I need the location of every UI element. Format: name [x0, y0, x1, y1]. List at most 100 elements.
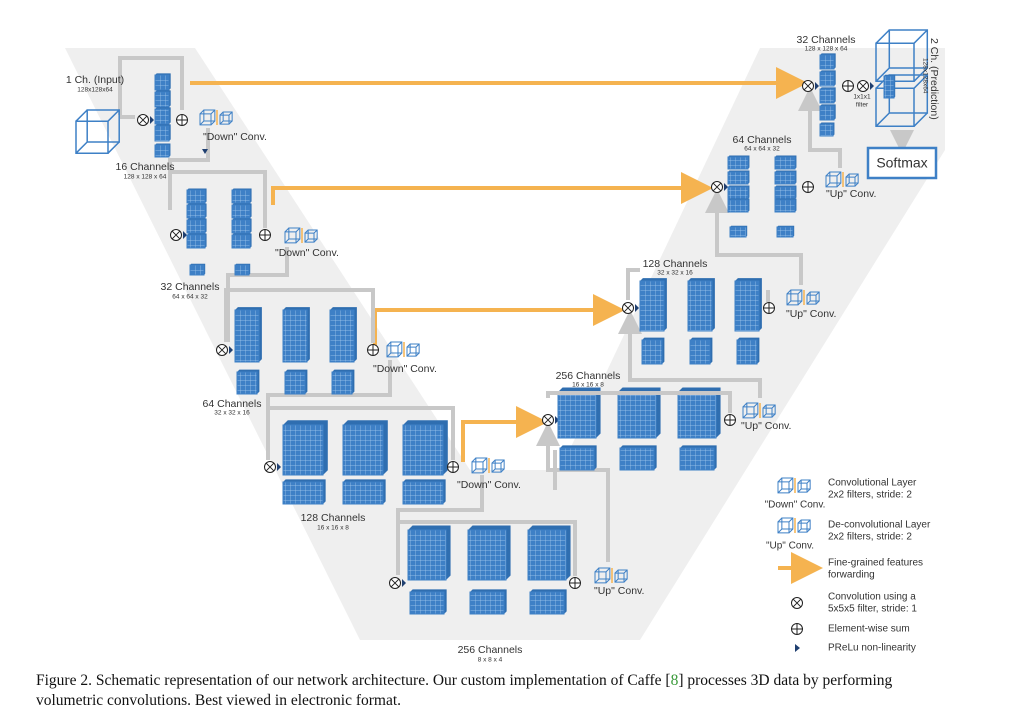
- block: [619, 447, 655, 471]
- skip-arrow: [271, 172, 713, 205]
- connector: [546, 391, 732, 413]
- legend-text: forwarding: [828, 570, 875, 581]
- conv-op: [623, 303, 633, 313]
- conv-op: [803, 81, 813, 91]
- channels: 128 Channels: [301, 512, 366, 524]
- block: [819, 88, 835, 104]
- block: [231, 189, 251, 204]
- cube-icon: [75, 109, 120, 154]
- cube-icon: [406, 343, 420, 357]
- legend-text: De-convolutional Layer: [828, 520, 931, 531]
- size: 8 x 8 x 4: [478, 657, 503, 664]
- block: [282, 424, 324, 476]
- legend-prelu: [795, 644, 800, 652]
- block: [819, 54, 835, 70]
- block: [819, 105, 835, 121]
- block: [409, 591, 445, 615]
- caption-ref[interactable]: 8: [671, 672, 679, 689]
- block: [234, 264, 250, 276]
- connector: [626, 268, 640, 300]
- block: [774, 171, 796, 185]
- cube-icon: [777, 517, 794, 534]
- op-label: "Up" Conv.: [741, 420, 791, 432]
- size: 32 x 32 x 16: [214, 410, 250, 417]
- size: 16 x 16 x 8: [317, 525, 349, 532]
- cube-icon: [284, 227, 301, 244]
- input-size: 128x128x64: [77, 87, 113, 94]
- channels: 128 Channels: [643, 258, 708, 270]
- block: [342, 424, 384, 476]
- cube-icon: [304, 229, 318, 243]
- block: [186, 189, 206, 204]
- channels: 32 Channels: [161, 281, 220, 293]
- cube-icon: [491, 459, 505, 473]
- cube-icon: [219, 111, 233, 125]
- filter-word: filter: [856, 102, 869, 109]
- connector: [266, 406, 455, 460]
- filter-size: 1x1x1: [853, 94, 871, 101]
- channels: 256 Channels: [556, 370, 621, 382]
- cube-icon: [471, 457, 488, 474]
- size: 128 x 128 x 64: [805, 46, 848, 53]
- sum-op: [447, 461, 459, 473]
- op-label: "Up" Conv.: [786, 308, 836, 320]
- conv-op: [138, 115, 148, 125]
- conv-op: [543, 415, 553, 425]
- block: [154, 91, 170, 108]
- block: [641, 339, 663, 365]
- cube-icon: [742, 402, 759, 419]
- block: [231, 204, 251, 219]
- block: [679, 447, 715, 471]
- block: [529, 591, 565, 615]
- legend-text: PReLu non-linearity: [828, 643, 916, 654]
- cube-icon: [806, 291, 820, 305]
- block: [677, 391, 717, 439]
- cube-icon: [845, 173, 859, 187]
- channels: 64 Channels: [733, 134, 792, 146]
- block: [186, 219, 206, 234]
- cube-icon: [825, 171, 842, 188]
- block: [819, 71, 835, 87]
- op-label: "Down" Conv.: [457, 479, 521, 491]
- sum-op: [802, 181, 814, 193]
- block: [186, 204, 206, 219]
- cube-icon: [786, 289, 803, 306]
- block: [736, 339, 758, 365]
- prelu: [635, 304, 639, 312]
- sum-op: [367, 344, 379, 356]
- block: [282, 309, 308, 363]
- block: [154, 144, 170, 158]
- sum-op: [724, 414, 736, 426]
- block: [734, 280, 760, 332]
- prelu: [183, 231, 187, 239]
- connector: [798, 87, 842, 168]
- cube-icon: [875, 74, 929, 128]
- prelu: [724, 183, 728, 191]
- block: [727, 199, 749, 213]
- cube-icon: [594, 567, 611, 584]
- block: [236, 371, 258, 395]
- block: [557, 391, 597, 439]
- block: [282, 481, 324, 505]
- sum-op: [763, 302, 775, 314]
- cube-icon: [777, 477, 794, 494]
- size: 64 x 64 x 32: [744, 146, 780, 153]
- caption-text: ] processes 3D data by performing: [678, 672, 892, 689]
- sum-op: [259, 229, 271, 241]
- legend-text: 2x2 filters, stride: 2: [828, 532, 912, 543]
- conv-op: [712, 182, 722, 192]
- caption-text: Figure 2. Schematic representation of ou…: [36, 672, 671, 689]
- block: [774, 186, 796, 200]
- size: 16 x 16 x 8: [572, 382, 604, 389]
- sum-op: [791, 623, 803, 635]
- op-label: "Up" Conv.: [594, 585, 644, 597]
- block: [729, 226, 747, 238]
- skip-arrow: [373, 294, 625, 345]
- caption: Figure 2. Schematic representation of ou…: [36, 672, 892, 689]
- down-marker: [202, 149, 208, 154]
- connector: [705, 189, 803, 285]
- block: [467, 529, 507, 581]
- block: [154, 74, 170, 91]
- block: [407, 529, 447, 581]
